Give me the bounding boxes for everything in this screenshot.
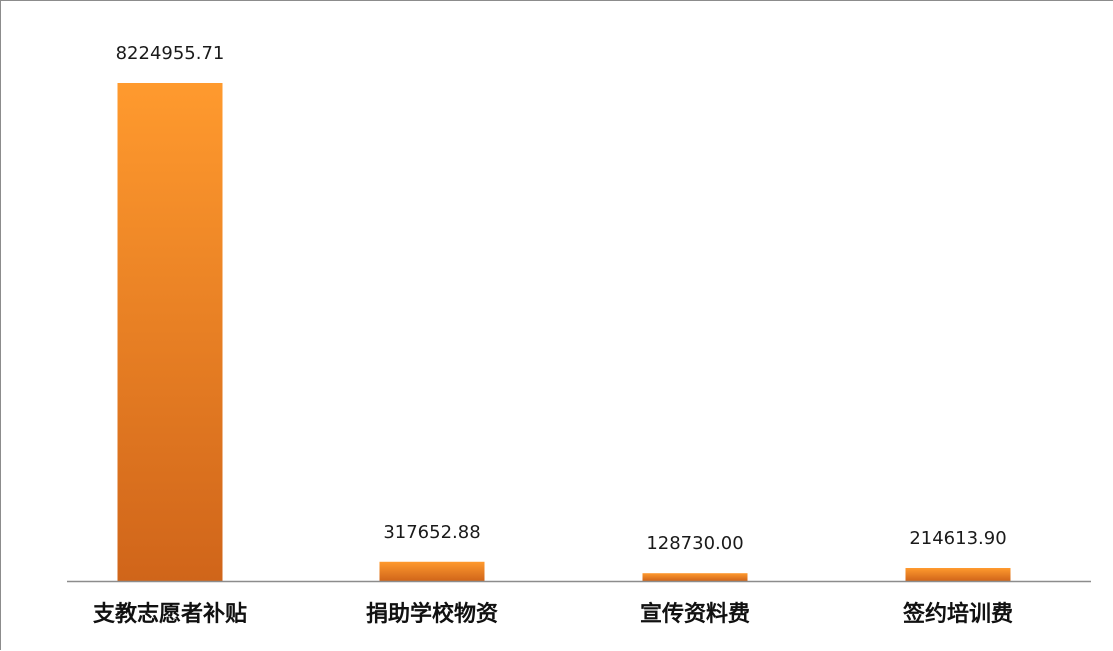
data-label-1: 8224955.71 (116, 43, 225, 64)
category-label-2: 捐助学校物资 (366, 601, 498, 627)
category-label-1: 支教志愿者补贴 (93, 601, 247, 627)
value-labels-layer: 8224955.71 317652.88 128730.00 214613.90 (116, 43, 1007, 554)
bars-layer (117, 83, 1011, 581)
category-label-3: 宣传资料费 (640, 601, 750, 627)
bar-4 (905, 568, 1011, 581)
data-label-4: 214613.90 (909, 528, 1006, 549)
bar-3 (642, 573, 748, 581)
data-label-2: 317652.88 (383, 522, 480, 543)
data-label-3: 128730.00 (646, 533, 743, 554)
bar-1 (117, 83, 223, 581)
category-label-4: 签约培训费 (902, 601, 1013, 627)
category-labels-layer: 支教志愿者补贴 捐助学校物资 宣传资料费 签约培训费 (93, 601, 1013, 627)
bar-2 (379, 561, 485, 581)
